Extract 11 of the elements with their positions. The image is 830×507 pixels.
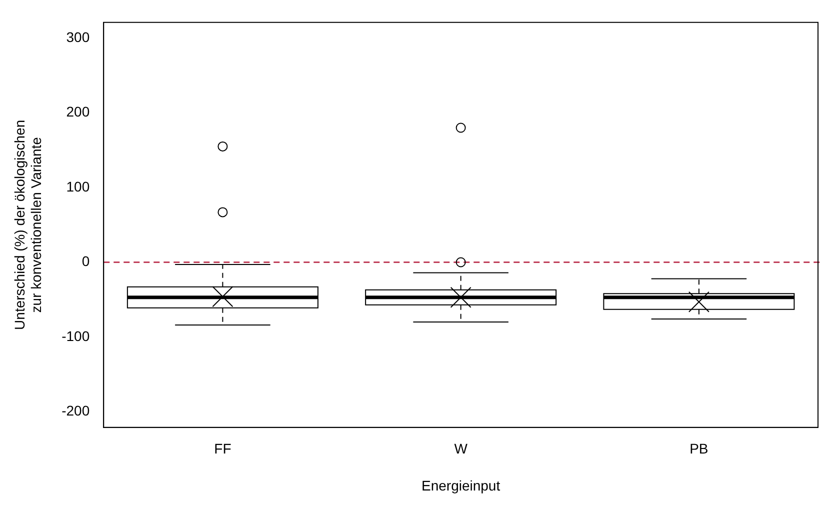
y-tick-label: -200 [62, 402, 90, 419]
x-tick-label: FF [214, 440, 232, 457]
y-tick-label: 200 [66, 104, 90, 120]
y-tick-label: 0 [82, 253, 90, 270]
x-tick-label: PB [690, 440, 708, 457]
x-axis-title: Energieinput [422, 477, 500, 494]
x-tick-label: W [454, 440, 468, 457]
y-tick-label: -100 [62, 328, 90, 344]
y-axis-title: Unterschied (%) der ökologischen zur konventionellen Variante [11, 120, 44, 330]
y-tick-label: 100 [66, 178, 90, 194]
y-tick-label: 300 [66, 28, 90, 45]
